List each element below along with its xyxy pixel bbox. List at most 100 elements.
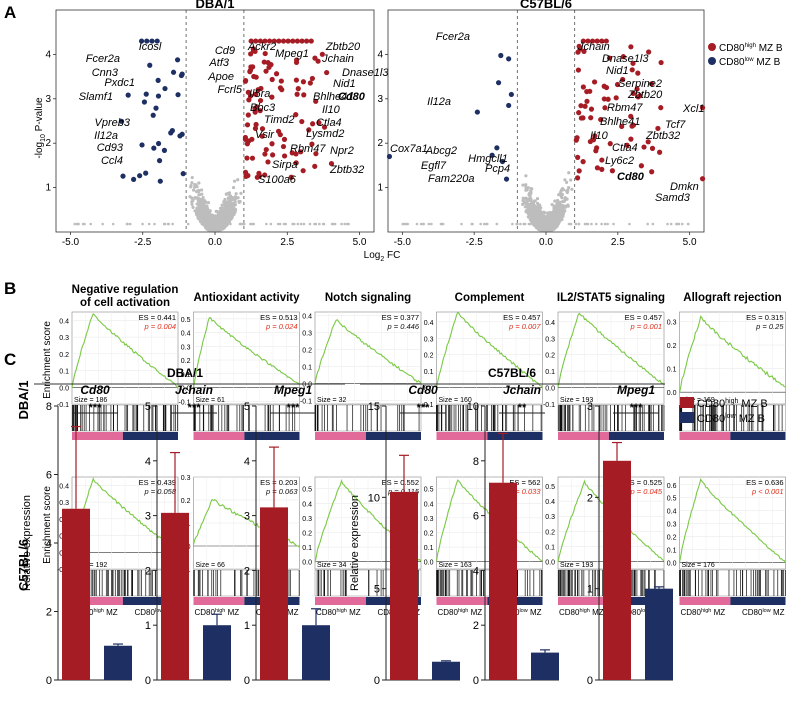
- gene-point: [569, 222, 573, 226]
- upregulated-point: [293, 160, 299, 166]
- upregulated-point: [261, 59, 267, 65]
- gene-point: [111, 222, 115, 226]
- gsea-title: IL2/STAT5 signaling: [557, 292, 665, 304]
- legend-a: CD80high MZ B CD80low MZ B: [708, 43, 783, 68]
- gene-point: [227, 199, 231, 203]
- gene-point: [147, 222, 151, 226]
- upregulated-point: [265, 159, 271, 165]
- gene-point: [559, 189, 563, 194]
- y-tick-label: 1: [377, 183, 383, 194]
- gene-point: [528, 191, 532, 195]
- downregulated-point: [498, 52, 504, 59]
- significance-label: **: [518, 402, 527, 414]
- upregulated-point: [263, 146, 269, 153]
- gene-point: [340, 222, 343, 226]
- y-tick-label: 4: [46, 538, 52, 550]
- downregulated-point: [503, 176, 510, 182]
- gene-point: [198, 209, 202, 213]
- gene-point: [228, 210, 232, 215]
- upregulated-point: [270, 152, 276, 158]
- upregulated-point: [580, 84, 586, 90]
- significance-label: ***: [188, 402, 202, 414]
- gene-point: [191, 205, 195, 210]
- gsea-ytick: 0.4: [545, 320, 555, 327]
- gene-point: [77, 222, 80, 226]
- gene-label: Nid1: [333, 78, 356, 90]
- gene-point: [511, 222, 514, 226]
- rank-bar-high: [72, 432, 123, 440]
- legend-c-high-swatch: [680, 397, 694, 408]
- gene-point: [223, 220, 227, 224]
- gene-point: [563, 178, 567, 182]
- gsea-ytick: 0.2: [181, 358, 191, 365]
- y-tick-label: 1: [45, 183, 51, 194]
- gene-point: [526, 203, 530, 207]
- gene-point: [269, 222, 273, 226]
- gene-point: [590, 222, 593, 226]
- upregulated-point: [307, 80, 313, 86]
- gene-set-size: Size = 66: [196, 562, 225, 569]
- bar-cd80-low: [531, 652, 559, 680]
- gsea-ytick: 0.4: [424, 501, 434, 508]
- gene-point: [296, 222, 300, 226]
- gene-label: Npr2: [330, 145, 354, 157]
- upregulated-point: [276, 38, 282, 44]
- gene-point: [401, 222, 405, 226]
- upregulated-point: [324, 69, 330, 76]
- bar-cd80-high: [603, 460, 631, 680]
- downregulated-point: [120, 173, 126, 179]
- downregulated-point: [175, 92, 181, 98]
- y-tick-label: 5: [244, 401, 250, 413]
- gene-point: [567, 171, 571, 175]
- gene-label: Jchain: [577, 41, 610, 53]
- y-tick-label: 15: [368, 401, 380, 413]
- gsea-ytick: 0.0: [667, 390, 677, 397]
- gsea-ytick: 0.1: [667, 548, 677, 555]
- gsea-ylabel: Enrichment score: [42, 486, 53, 564]
- gene-label: Il12a: [427, 96, 451, 108]
- gsea-ylabel: Enrichment score: [42, 321, 53, 399]
- gene-point: [284, 222, 287, 226]
- gene-point: [521, 202, 525, 207]
- gene-point: [583, 222, 587, 226]
- gene-set-size: Size = 176: [682, 562, 715, 569]
- gene-point: [557, 210, 562, 215]
- gene-point: [191, 198, 195, 203]
- gene-point: [236, 178, 240, 182]
- panel-label-a: A: [4, 3, 16, 22]
- gene-point: [521, 183, 525, 187]
- gene-point: [677, 222, 681, 226]
- gene-point: [206, 207, 210, 212]
- gene-point: [239, 191, 243, 195]
- rank-bar-high: [679, 432, 731, 440]
- gsea-ytick: 0.4: [302, 313, 312, 320]
- volcano-plot-dba1: DBA/1 -5.0 -2.5 0.0 2.5 5.0 1 2 3 4 Icosl Fcer2a Cnn…: [45, 0, 389, 248]
- upregulated-point: [601, 83, 607, 89]
- gene-point: [577, 222, 581, 226]
- y-tick-label: 6: [473, 511, 479, 523]
- panel-label-c: C: [4, 350, 16, 369]
- upregulated-point: [328, 160, 335, 167]
- upregulated-point: [245, 112, 251, 118]
- gene-label: Cd80: [338, 91, 366, 103]
- bar-chart-title: Cd80: [408, 383, 438, 397]
- gene-point: [196, 215, 200, 219]
- gene-point: [686, 222, 690, 226]
- significant-points: [118, 38, 335, 184]
- upregulated-point: [257, 38, 263, 44]
- gene-point: [206, 218, 210, 222]
- upregulated-point: [298, 149, 304, 155]
- gene-point: [527, 222, 531, 226]
- y-tick-label: 0: [145, 675, 151, 687]
- hits-frame: [557, 404, 665, 432]
- bar-chart-title: Cd80: [80, 383, 110, 397]
- gene-point: [231, 210, 236, 214]
- gene-point: [427, 222, 431, 226]
- gene-point: [226, 204, 230, 208]
- gene-point: [223, 201, 227, 205]
- x-tick-label: -2.5: [134, 237, 152, 248]
- p-value: p = 0.25: [755, 322, 784, 331]
- gene-point: [228, 216, 232, 220]
